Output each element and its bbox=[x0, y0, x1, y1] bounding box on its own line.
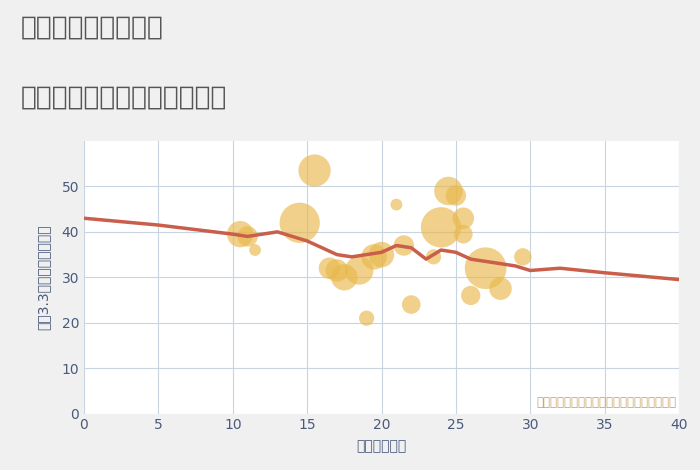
Point bbox=[517, 253, 528, 260]
Point bbox=[376, 251, 387, 258]
Point bbox=[249, 246, 260, 254]
Point bbox=[339, 274, 350, 281]
Text: 円の大きさは、取引のあった物件面積を示す: 円の大きさは、取引のあった物件面積を示す bbox=[536, 396, 676, 409]
Point bbox=[242, 233, 253, 240]
Point bbox=[309, 167, 320, 174]
Point bbox=[294, 219, 305, 227]
Point bbox=[354, 266, 365, 274]
X-axis label: 築年数（年）: 築年数（年） bbox=[356, 439, 407, 454]
Point bbox=[331, 266, 342, 274]
Point bbox=[458, 214, 469, 222]
Point bbox=[495, 285, 506, 292]
Point bbox=[443, 187, 454, 195]
Point bbox=[450, 192, 461, 199]
Point bbox=[361, 314, 372, 322]
Point bbox=[435, 224, 447, 231]
Text: 築年数別中古マンション価格: 築年数別中古マンション価格 bbox=[21, 85, 228, 110]
Y-axis label: 坪（3.3㎡）単価（万円）: 坪（3.3㎡）単価（万円） bbox=[36, 225, 50, 330]
Point bbox=[368, 253, 379, 260]
Point bbox=[398, 242, 409, 249]
Point bbox=[480, 265, 491, 272]
Point bbox=[458, 230, 469, 238]
Point bbox=[428, 253, 439, 260]
Point bbox=[406, 301, 417, 308]
Point bbox=[391, 201, 402, 208]
Point bbox=[234, 230, 246, 238]
Point bbox=[324, 265, 335, 272]
Point bbox=[465, 292, 476, 299]
Text: 兵庫県白浜の宮駅の: 兵庫県白浜の宮駅の bbox=[21, 14, 164, 40]
